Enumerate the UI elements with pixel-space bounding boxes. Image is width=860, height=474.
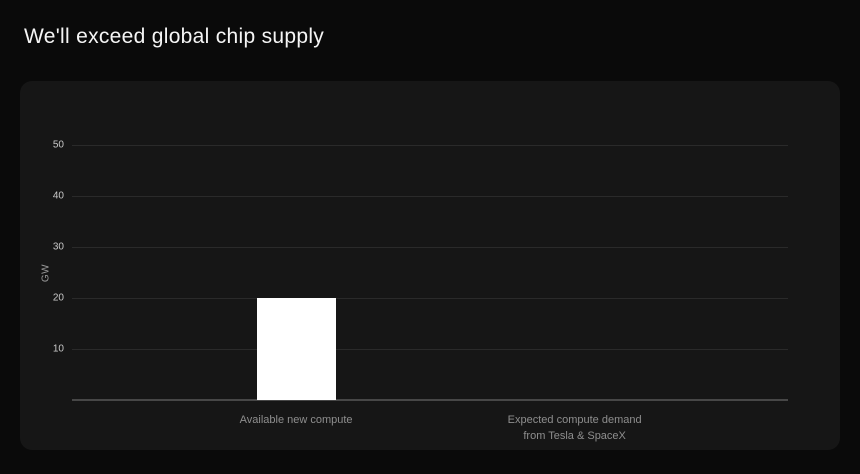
- gridline: [72, 298, 788, 299]
- plot-area: GW 10 20 30 40 50 Available new compute Expect…: [41, 140, 788, 442]
- gridline: [72, 247, 788, 248]
- gridline: [72, 349, 788, 350]
- y-axis-label: GW: [40, 263, 52, 282]
- x-category-label: Expected compute demand from Tesla & Spac…: [507, 414, 642, 442]
- y-tick-label: 20: [52, 292, 64, 304]
- y-tick-label: 30: [52, 241, 64, 253]
- gridline: [72, 145, 788, 146]
- y-tick-label: 10: [52, 343, 64, 355]
- chart-panel: GW 10 20 30 40 50 Available new compute Expect…: [20, 81, 840, 450]
- x-axis-line: [72, 399, 788, 401]
- x-category-label: Available new compute: [239, 414, 353, 426]
- bar: [256, 298, 336, 400]
- y-tick-label: 50: [52, 139, 64, 151]
- gridline: [72, 196, 788, 197]
- page-title: We'll exceed global chip supply: [24, 25, 325, 48]
- y-tick-label: 40: [52, 190, 64, 202]
